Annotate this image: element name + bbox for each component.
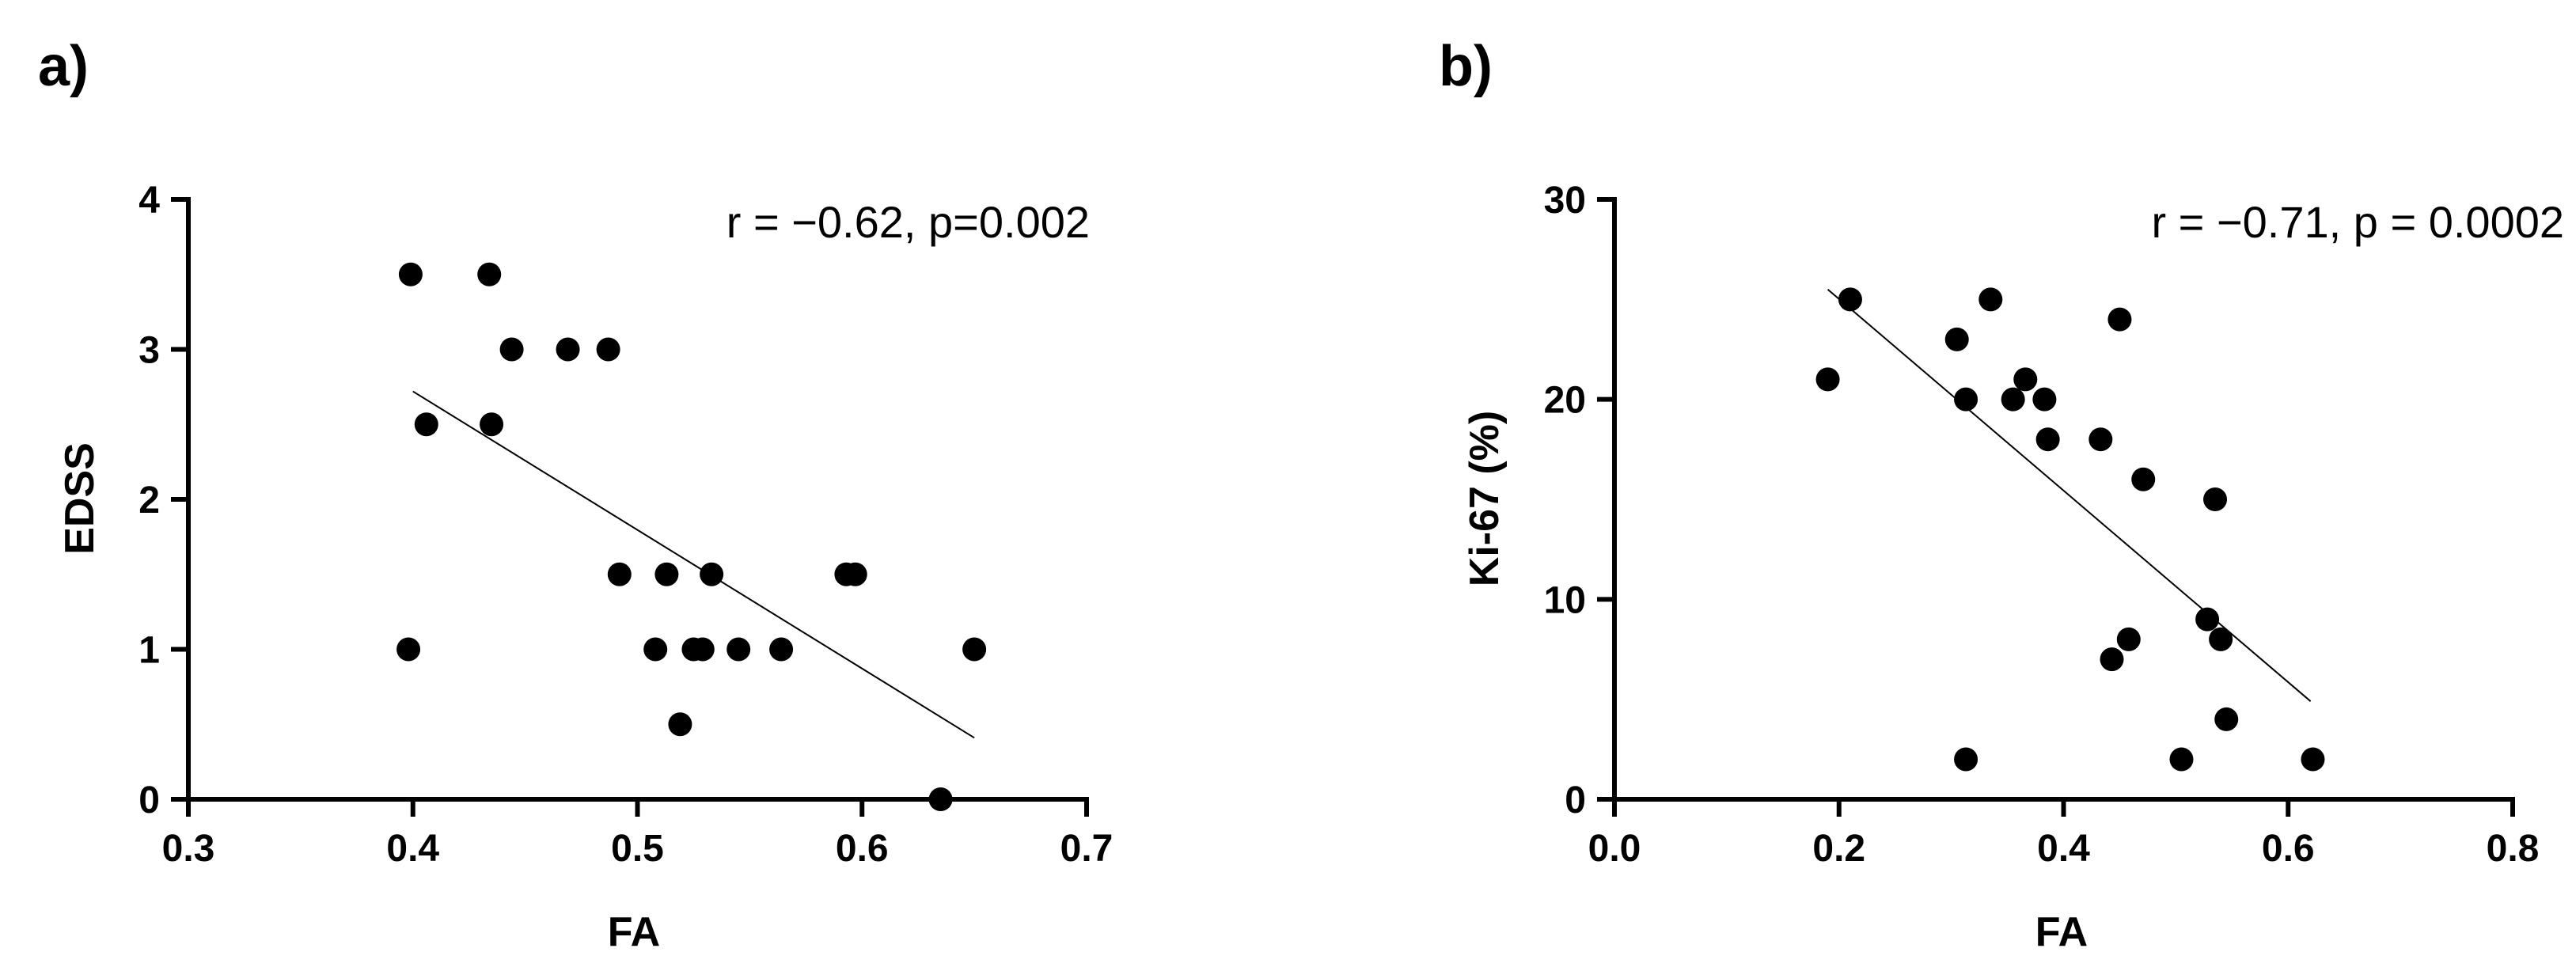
panel-a-data-point: [700, 562, 724, 586]
panel-b-x-tick-label: 0.8: [2487, 828, 2540, 870]
panel-b-data-point: [1815, 367, 1840, 392]
panel-b-label: b): [1439, 35, 1493, 98]
panel-a-data-point: [643, 637, 668, 662]
panel-b-data-point: [2035, 427, 2060, 452]
panel-b-y-tick-label: 20: [1544, 380, 1586, 422]
panel-a-data-point: [690, 637, 715, 662]
panel-a-data-point: [477, 262, 502, 286]
panel-b-data-point: [1954, 747, 1978, 772]
panel-b-x-tick-label: 0.2: [1812, 828, 1865, 870]
panel-a-data-point: [668, 712, 692, 737]
panel-a-correlation-annotation: r = −0.62, p=0.002: [727, 197, 1090, 247]
panel-b-data-point: [2107, 307, 2132, 332]
panel-a-y-tick-label: 0: [138, 779, 160, 821]
panel-a-data-point: [480, 412, 504, 437]
panel-b-regression-line: [1827, 288, 2312, 702]
panel-a-data-point: [928, 787, 953, 811]
panel-b-data-point: [2169, 747, 2194, 772]
panel-b-data-point: [2214, 707, 2239, 731]
panel-a-data-point: [596, 337, 620, 362]
panel-a-data-point: [607, 562, 632, 586]
panel-b-x-tick-label: 0.0: [1588, 828, 1641, 870]
panel-a-data-point: [396, 637, 421, 662]
panel-b-x-tick-label: 0.6: [2262, 828, 2315, 870]
panel-b-data-point: [2013, 367, 2038, 392]
panel-b-data-point: [1954, 387, 1978, 412]
panel-a-y-axis-title: EDSS: [57, 442, 103, 555]
panel-b-data-point: [2100, 647, 2124, 672]
panel-a-x-axis-title: FA: [608, 909, 660, 955]
panel-a-data-point: [769, 637, 794, 662]
panel-a-data-point: [727, 637, 751, 662]
panel-b-y-tick-label: 10: [1544, 579, 1586, 621]
panel-a-data-point: [654, 562, 679, 586]
panel-b-data-point: [2032, 387, 2057, 412]
panel-a-edss-vs-fa: a) r = −0.62, p=0.002 FA EDSS 0.3 0.4 0.5 0…: [38, 35, 1113, 955]
panel-b-data-point: [2209, 627, 2233, 651]
panel-a-y-tick-label: 2: [138, 480, 160, 522]
panel-a-x-tick-label: 0.6: [836, 828, 889, 870]
panel-b-data-point: [1978, 287, 2003, 312]
panel-a-y-tick-label: 3: [138, 330, 160, 372]
panel-a-y-tick-label: 1: [138, 630, 160, 672]
panel-b-data-point: [2301, 747, 2325, 772]
panel-a-x-tick-label: 0.4: [386, 828, 439, 870]
panel-b-y-tick-label: 0: [1565, 779, 1586, 821]
panel-a-x-tick-label: 0.5: [611, 828, 664, 870]
panel-b-data-point: [2131, 467, 2156, 491]
panel-b-x-tick-label: 0.4: [2037, 828, 2090, 870]
panel-b-data-point: [1838, 287, 1862, 312]
panel-b-y-axis-title: Ki-67 (%): [1462, 411, 1508, 586]
panel-a-data-point: [499, 337, 524, 362]
panel-a-data-point: [556, 337, 580, 362]
panel-a-y-tick-label: 4: [138, 180, 160, 222]
panel-a-data-point: [843, 562, 867, 586]
panel-b-data-point: [2001, 387, 2025, 412]
panel-b-data-point: [1944, 327, 1969, 351]
panel-b-data-point: [2195, 607, 2220, 632]
panel-b-data-point: [2203, 487, 2228, 511]
panel-b-data-point: [2088, 427, 2113, 452]
panel-b-y-tick-label: 30: [1544, 180, 1586, 222]
panel-a-x-tick-label: 0.3: [162, 828, 215, 870]
panel-b-x-axis-title: FA: [2035, 909, 2088, 955]
panel-a-data-point: [962, 637, 987, 662]
panel-a-data-point: [398, 262, 423, 286]
panel-a-x-tick-label: 0.7: [1060, 828, 1113, 870]
panel-b-ki67-vs-fa: b) r = −0.71, p = 0.0002 FA Ki-67 (%) 0.…: [1439, 35, 2564, 955]
panel-a-data-point: [414, 412, 438, 437]
panel-a-regression-line: [412, 390, 975, 739]
panel-a-label: a): [38, 35, 89, 98]
panel-b-data-point: [2116, 627, 2141, 651]
panel-a-plot-area: 0.3 0.4 0.5 0.6 0.7 0 1 2 3 4: [138, 180, 1113, 870]
panel-b-plot-area: 0.0 0.2 0.4 0.6 0.8 0 10 20 30: [1544, 180, 2540, 870]
panel-b-correlation-annotation: r = −0.71, p = 0.0002: [2151, 197, 2564, 247]
